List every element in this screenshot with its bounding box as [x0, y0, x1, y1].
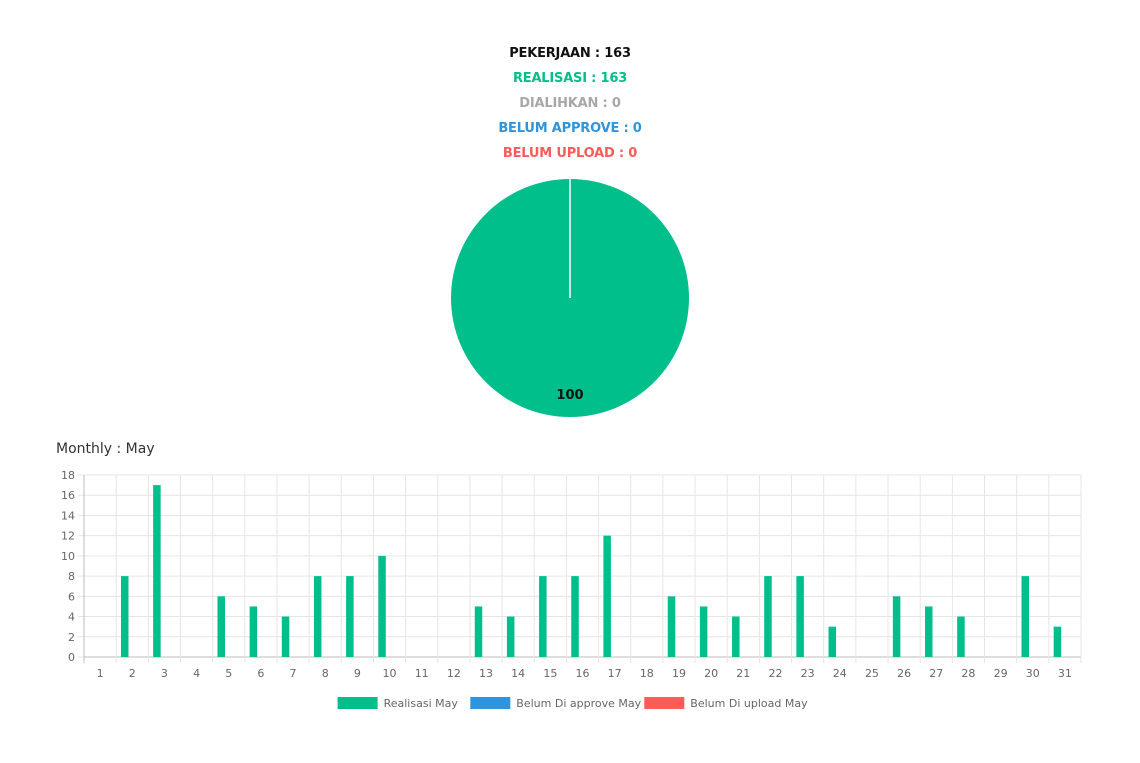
x-tick-label: 6: [257, 667, 264, 680]
bar-realisasi-may-day-21[interactable]: [732, 616, 740, 657]
pekerjaan-total: PEKERJAAN : 163: [509, 46, 631, 61]
bar-realisasi-may-day-16[interactable]: [571, 576, 579, 657]
legend-swatch: [337, 697, 378, 709]
x-tick-label: 12: [447, 667, 461, 680]
x-tick-label: 19: [672, 667, 686, 680]
bar-realisasi-may-day-8[interactable]: [313, 576, 322, 657]
x-tick-label: 20: [704, 667, 718, 680]
x-tick-label: 27: [929, 667, 943, 680]
bar-realisasi-may-day-9[interactable]: [346, 576, 354, 657]
x-tick-label: 16: [576, 667, 590, 680]
bar-realisasi-may-day-23[interactable]: [796, 576, 804, 657]
bar-realisasi-may-day-10[interactable]: [378, 555, 386, 657]
x-tick-label: 7: [290, 667, 297, 680]
y-tick-label: 10: [61, 550, 75, 563]
x-tick-label: 28: [961, 667, 975, 680]
y-tick-label: 8: [68, 570, 75, 583]
x-tick-label: 23: [801, 667, 815, 680]
bar-realisasi-may-day-20[interactable]: [699, 606, 708, 657]
bar-realisasi-may-day-3[interactable]: [153, 485, 161, 657]
x-tick-label: 21: [736, 667, 750, 680]
bar-realisasi-may-day-2[interactable]: [120, 576, 129, 657]
x-tick-label: 11: [415, 667, 429, 680]
bar-realisasi-may-day-14[interactable]: [506, 616, 515, 657]
bar-realisasi-may-day-28[interactable]: [957, 616, 965, 657]
bar-realisasi-may-day-27[interactable]: [925, 606, 933, 657]
legend-label: Belum Di upload May: [690, 697, 808, 710]
bar-realisasi-may-day-26[interactable]: [892, 596, 901, 657]
y-tick-label: 12: [61, 530, 75, 543]
dialihkan-total: DIALIHKAN : 0: [519, 96, 621, 111]
belum-approve-total: BELUM APPROVE : 0: [498, 121, 642, 136]
bar-realisasi-may-day-15[interactable]: [539, 576, 547, 657]
bar-realisasi-may-day-22[interactable]: [764, 576, 772, 657]
bar-realisasi-may-day-19[interactable]: [667, 596, 676, 657]
x-tick-label: 14: [511, 667, 525, 680]
y-tick-label: 0: [68, 651, 75, 664]
x-tick-label: 2: [129, 667, 136, 680]
x-tick-label: 15: [543, 667, 557, 680]
legend-label: Realisasi May: [384, 697, 459, 710]
bar-realisasi-may-day-13[interactable]: [474, 606, 483, 657]
x-tick-label: 29: [994, 667, 1008, 680]
x-tick-label: 1: [97, 667, 104, 680]
x-tick-label: 22: [768, 667, 782, 680]
x-tick-label: 4: [193, 667, 200, 680]
x-tick-label: 17: [608, 667, 622, 680]
x-tick-label: 18: [640, 667, 654, 680]
bar-realisasi-may-day-24[interactable]: [828, 626, 837, 657]
legend-item[interactable]: Belum Di upload May: [644, 697, 808, 710]
x-tick-label: 13: [479, 667, 493, 680]
bar-realisasi-may-day-31[interactable]: [1053, 626, 1062, 657]
y-tick-label: 6: [68, 590, 75, 603]
x-tick-label: 10: [383, 667, 397, 680]
legend-label: Belum Di approve May: [516, 697, 641, 710]
y-tick-label: 14: [61, 509, 75, 522]
bar-realisasi-may-day-5[interactable]: [217, 596, 225, 657]
legend-item[interactable]: Belum Di approve May: [470, 697, 642, 710]
x-tick-label: 9: [354, 667, 361, 680]
bar-realisasi-may-day-30[interactable]: [1021, 576, 1030, 657]
monthly-title: Monthly : May: [56, 441, 155, 457]
x-tick-label: 25: [865, 667, 879, 680]
x-tick-label: 30: [1026, 667, 1040, 680]
x-tick-label: 5: [225, 667, 232, 680]
legend-swatch: [644, 697, 685, 709]
x-tick-label: 26: [897, 667, 911, 680]
realisasi-total: REALISASI : 163: [512, 71, 628, 86]
x-tick-label: 3: [161, 667, 168, 680]
bar-realisasi-may-day-17[interactable]: [603, 535, 611, 657]
y-tick-label: 4: [68, 611, 75, 624]
pie-data-label: 100: [556, 388, 583, 403]
x-tick-label: 8: [322, 667, 329, 680]
bar-realisasi-may-day-7[interactable]: [281, 616, 290, 657]
y-tick-label: 2: [68, 631, 75, 644]
x-tick-label: 31: [1058, 667, 1072, 680]
legend-swatch: [470, 697, 511, 709]
monthly-bar-chart: 0 2 4 6 8 10 12 14 16 18 1 2 3 4 5 6 7 8 9 10 11 12 13 14 15 16 17…: [0, 460, 1140, 720]
legend-item[interactable]: Realisasi May: [337, 697, 459, 710]
pie-chart: 100: [448, 176, 692, 420]
summary-block: PEKERJAAN : 163 REALISASI : 163 DIALIHKA…: [0, 41, 1140, 166]
y-tick-label: 18: [61, 469, 75, 482]
bar-realisasi-may-day-6[interactable]: [249, 606, 258, 657]
belum-upload-total: BELUM UPLOAD : 0: [502, 146, 638, 161]
x-tick-label: 24: [833, 667, 847, 680]
y-tick-label: 16: [61, 489, 75, 502]
